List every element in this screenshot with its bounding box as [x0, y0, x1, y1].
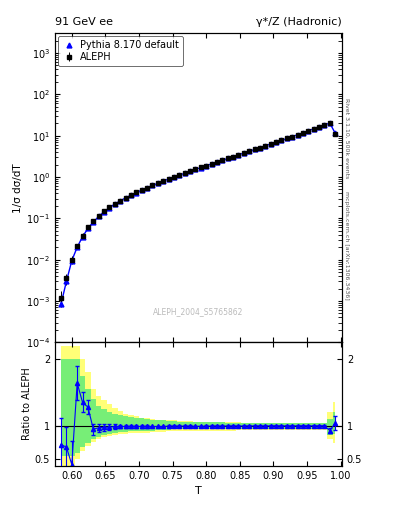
Y-axis label: 1/σ dσ/dT: 1/σ dσ/dT: [13, 163, 23, 212]
Pythia 8.170 default: [80, 233, 85, 240]
Pythia 8.170 default: [59, 301, 63, 307]
Pythia 8.170 default: [327, 120, 332, 126]
Pythia 8.170 default: [236, 152, 241, 158]
Pythia 8.170 default: [333, 130, 338, 136]
X-axis label: T: T: [195, 486, 202, 496]
Text: γ*/Z (Hadronic): γ*/Z (Hadronic): [256, 17, 342, 27]
Text: Rivet 3.1.10, 500k events: Rivet 3.1.10, 500k events: [344, 98, 349, 178]
Pythia 8.170 default: [311, 125, 316, 132]
Text: mcplots.cern.ch [arXiv:1306.3436]: mcplots.cern.ch [arXiv:1306.3436]: [344, 191, 349, 300]
Line: Pythia 8.170 default: Pythia 8.170 default: [59, 121, 338, 306]
Text: 91 GeV ee: 91 GeV ee: [55, 17, 113, 27]
Y-axis label: Ratio to ALEPH: Ratio to ALEPH: [22, 368, 32, 440]
Pythia 8.170 default: [156, 180, 160, 186]
Pythia 8.170 default: [225, 155, 230, 161]
Text: ALEPH_2004_S5765862: ALEPH_2004_S5765862: [153, 307, 244, 316]
Legend: Pythia 8.170 default, ALEPH: Pythia 8.170 default, ALEPH: [58, 36, 183, 66]
Pythia 8.170 default: [188, 168, 193, 175]
